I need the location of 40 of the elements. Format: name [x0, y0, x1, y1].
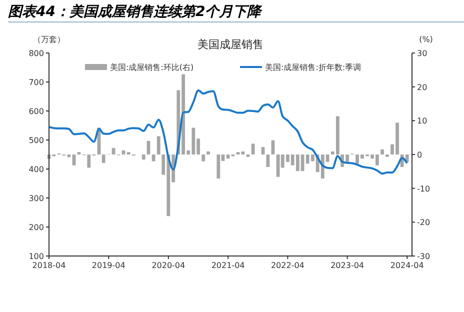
- bar: [72, 154, 76, 166]
- chart-title: 图表44：美国成屋销售连续第2个月下降: [8, 3, 264, 20]
- x-tick-label: 2021-04: [211, 261, 245, 270]
- bar: [156, 136, 160, 154]
- x-tick-label: 2023-04: [330, 261, 364, 270]
- y-tick-label: 600: [28, 107, 44, 116]
- chart-subtitle: 美国成屋销售: [198, 38, 264, 51]
- x-tick-label: 2020-04: [152, 261, 186, 270]
- bar: [251, 144, 255, 154]
- x-tick-label: 2019-04: [92, 261, 126, 270]
- y2-tick-label: 0: [417, 150, 422, 160]
- bar: [102, 154, 106, 163]
- line-series: [48, 89, 408, 175]
- bar: [266, 154, 270, 168]
- y-tick-label: 800: [28, 49, 44, 58]
- y2-tick-label: -30: [417, 252, 430, 261]
- y-axis-title: （万套）: [33, 35, 65, 44]
- x-tick-label: 2024-04: [390, 261, 424, 270]
- y-tick-label: 700: [28, 78, 44, 87]
- bar: [380, 149, 384, 154]
- y-tick-label: 300: [28, 194, 44, 203]
- bar: [142, 154, 146, 160]
- y2-axis-title: (%): [419, 35, 433, 44]
- legend-label: 美国:成屋销售:折年数:季调: [265, 63, 362, 72]
- y2-tick-label: 10: [417, 116, 428, 126]
- bar: [216, 154, 220, 179]
- legend-label: 美国:成屋销售:环比(右): [110, 63, 194, 72]
- y-tick-label: 500: [28, 136, 44, 145]
- bar: [206, 151, 210, 154]
- bar: [152, 154, 156, 162]
- x-tick-label: 2022-04: [270, 261, 304, 270]
- y-tick-label: 100: [28, 252, 44, 261]
- y-tick-label: 200: [28, 223, 44, 232]
- bar: [202, 154, 206, 162]
- y2-tick-label: 20: [417, 82, 428, 92]
- y2-tick-label: -10: [417, 184, 430, 194]
- y-tick-label: 400: [28, 165, 44, 174]
- y2-tick-label: -20: [417, 218, 430, 228]
- y2-tick-label: 30: [417, 49, 428, 58]
- x-tick-label: 2018-04: [32, 261, 66, 270]
